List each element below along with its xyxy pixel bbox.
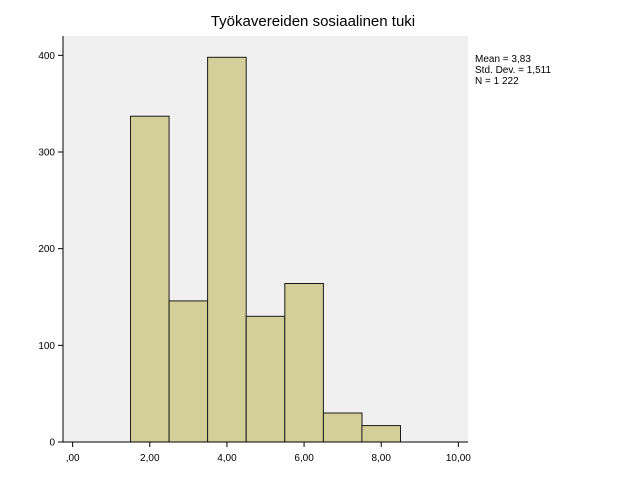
- stats-line: Mean = 3,83: [475, 54, 531, 65]
- x-axis-ticks: ,00 2,00 4,00 6,00 8,00 10,00: [66, 442, 471, 464]
- histogram-bar: [207, 56, 247, 443]
- x-tick-label: 10,00: [446, 453, 471, 464]
- histogram-bar: [168, 300, 209, 443]
- bars-group: [130, 56, 401, 443]
- chart-title: Työkavereiden sosiaalinen tuki: [211, 13, 415, 30]
- y-tick-label: 200: [38, 244, 55, 255]
- x-tick-label: ,00: [66, 453, 80, 464]
- histogram-bar: [322, 412, 363, 443]
- x-tick-label: 8,00: [371, 453, 391, 464]
- stats-line: Std. Dev. = 1,511: [475, 65, 552, 76]
- x-tick-label: 4,00: [217, 453, 237, 464]
- x-tick-label: 2,00: [140, 453, 160, 464]
- y-axis-ticks: 0 100 200 300 400: [38, 51, 63, 449]
- y-tick-label: 0: [49, 438, 55, 449]
- histogram-bar: [361, 425, 401, 443]
- y-tick-label: 400: [38, 51, 55, 62]
- y-tick-label: 100: [38, 341, 55, 352]
- x-tick-label: 6,00: [294, 453, 314, 464]
- histogram-bar: [245, 315, 286, 443]
- histogram-bar: [284, 283, 324, 443]
- y-tick-label: 300: [38, 148, 55, 159]
- stats-line: N = 1 222: [475, 76, 519, 87]
- histogram-bar: [130, 115, 170, 443]
